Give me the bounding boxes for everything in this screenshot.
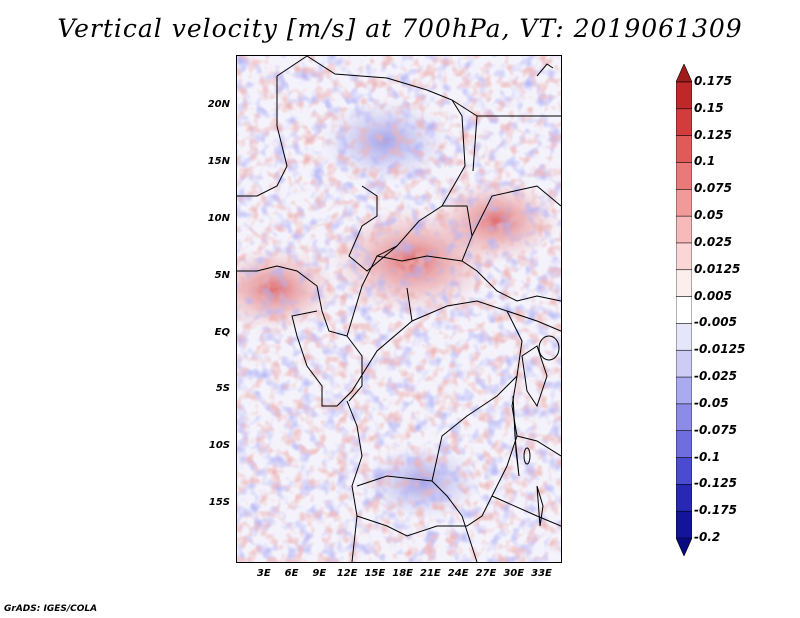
colorbar-label: -0.05 xyxy=(694,395,729,410)
lon-label: 12E xyxy=(336,568,358,579)
colorbar-swatch xyxy=(676,162,692,191)
lat-label: EQ xyxy=(214,326,230,338)
colorbar-swatch xyxy=(676,242,692,271)
lon-label: 27E xyxy=(475,568,497,579)
lat-label: 15S xyxy=(208,497,230,509)
colorbar-label: -0.125 xyxy=(694,476,737,491)
colorbar-label: -0.2 xyxy=(694,530,721,544)
lon-label: 33E xyxy=(531,568,552,579)
colorbar-label: 0.175 xyxy=(694,74,732,88)
colorbar-label: 0.05 xyxy=(694,208,724,223)
lat-label: 15N xyxy=(207,156,230,168)
colorbar-swatch xyxy=(676,64,692,83)
lon-label: 15E xyxy=(364,568,386,579)
chart-title: Vertical velocity [m/s] at 700hPa, VT: 2… xyxy=(57,14,743,43)
colorbar-swatch xyxy=(676,215,692,244)
lat-label: 10N xyxy=(207,212,230,224)
colorbar-label: 0.1 xyxy=(694,154,716,169)
colorbar-swatch xyxy=(676,323,692,352)
colorbar-label: 0.025 xyxy=(694,234,732,249)
velocity-field-map xyxy=(237,56,561,562)
colorbar-label: -0.1 xyxy=(694,449,721,464)
credit-text: GrADS: IGES/COLA xyxy=(4,604,98,614)
lon-label: 3E xyxy=(256,568,271,579)
colorbar-label: 0.0125 xyxy=(694,261,741,276)
lon-label: 24E xyxy=(447,568,469,579)
country-borders xyxy=(237,56,561,562)
colorbar-label: -0.075 xyxy=(694,422,737,437)
colorbar-swatch xyxy=(676,349,692,378)
colorbar-swatch xyxy=(676,430,692,459)
lon-label: 30E xyxy=(503,568,525,579)
colorbar-swatch xyxy=(676,269,692,298)
colorbar-swatch xyxy=(676,188,692,217)
lon-label: 18E xyxy=(392,568,413,579)
colorbar-swatch xyxy=(676,484,692,512)
colorbar xyxy=(676,64,692,556)
colorbar-swatch xyxy=(676,296,692,325)
colorbar-swatch xyxy=(676,457,692,486)
colorbar-label: -0.005 xyxy=(694,315,737,330)
colorbar-label: 0.005 xyxy=(694,288,732,303)
lat-label: 20N xyxy=(207,99,230,111)
lon-label: 6E xyxy=(284,568,299,579)
colorbar-label: -0.0125 xyxy=(694,342,746,357)
colorbar-label: -0.025 xyxy=(694,369,737,384)
colorbar-swatch xyxy=(676,135,692,164)
lat-label: 5N xyxy=(214,269,230,281)
lon-label: 21E xyxy=(420,568,441,579)
colorbar-label: 0.125 xyxy=(694,127,732,142)
lat-label: 5S xyxy=(215,383,230,395)
colorbar-swatch xyxy=(676,376,692,405)
lat-label: 10S xyxy=(208,440,230,452)
colorbar-swatch xyxy=(676,403,692,432)
colorbar-label: -0.175 xyxy=(694,503,737,518)
colorbar-swatch xyxy=(676,510,692,539)
lon-label: 9E xyxy=(312,568,327,579)
colorbar-label: 0.15 xyxy=(694,100,724,115)
lakes xyxy=(512,335,560,527)
colorbar-swatch xyxy=(676,537,692,556)
colorbar-swatch xyxy=(676,108,692,137)
colorbar-label: 0.075 xyxy=(694,181,732,196)
colorbar-swatch xyxy=(676,81,692,110)
map-panel xyxy=(236,55,562,563)
